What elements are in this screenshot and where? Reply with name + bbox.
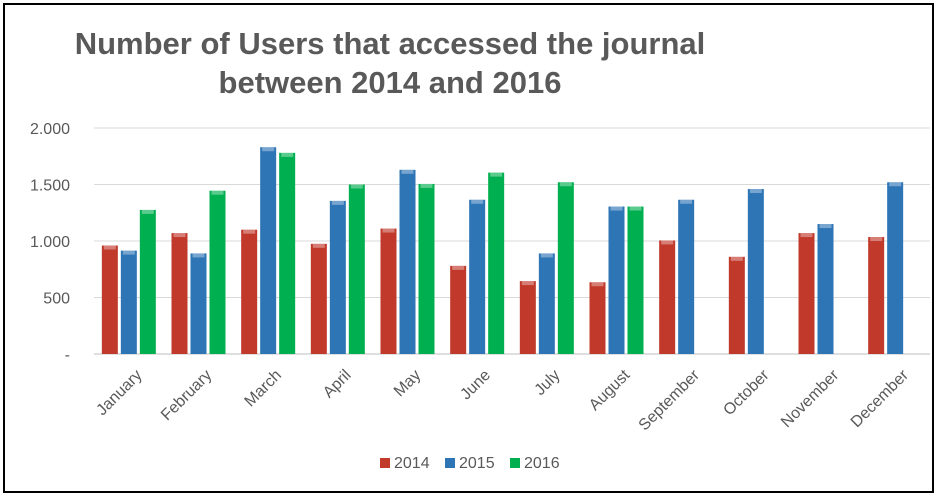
bar-highlight bbox=[350, 184, 363, 189]
bar-2015-july bbox=[538, 253, 555, 354]
chart-title-line1: Number of Users that accessed the journa… bbox=[74, 26, 706, 61]
bar-highlight bbox=[610, 206, 623, 211]
bar-2015-november bbox=[817, 224, 834, 354]
bar-2014-september bbox=[659, 240, 676, 354]
bar-highlight bbox=[540, 253, 553, 258]
chart-title: Number of Users that accessed the journa… bbox=[0, 24, 780, 102]
y-tick-label: 2.000 bbox=[30, 121, 70, 138]
bar-2014-february bbox=[171, 233, 188, 354]
bar-2015-october bbox=[747, 189, 764, 354]
bar-2016-may bbox=[418, 183, 435, 354]
legend-label-2015: 2015 bbox=[459, 455, 495, 472]
y-tick-label: 500 bbox=[43, 291, 70, 308]
bar-highlight bbox=[243, 229, 256, 234]
bar-2016-june bbox=[488, 172, 505, 354]
legend-label-2016: 2016 bbox=[524, 455, 560, 472]
bar-2014-march bbox=[241, 229, 258, 354]
bar-highlight bbox=[591, 282, 604, 287]
bar-highlight bbox=[521, 281, 534, 286]
bar-2014-august bbox=[589, 282, 606, 354]
bar-highlight bbox=[870, 237, 883, 242]
bar-highlight bbox=[559, 182, 572, 187]
bar-highlight bbox=[680, 199, 693, 204]
x-tick-label: January bbox=[93, 367, 145, 419]
x-tick-label: July bbox=[532, 367, 564, 399]
bar-highlight bbox=[401, 169, 414, 174]
bar-highlight bbox=[382, 228, 395, 233]
bar-highlight bbox=[889, 182, 902, 187]
bar-2015-may bbox=[399, 169, 416, 354]
bar-highlight bbox=[103, 245, 116, 250]
bar-highlight bbox=[211, 190, 224, 195]
bar-highlight bbox=[141, 209, 154, 214]
x-tick-label: February bbox=[158, 367, 215, 424]
x-tick-label: November bbox=[778, 366, 843, 431]
chart-frame bbox=[3, 3, 934, 493]
bar-highlight bbox=[122, 250, 135, 255]
bar-2015-february bbox=[190, 253, 207, 354]
bar-highlight bbox=[312, 243, 325, 248]
bar-highlight bbox=[331, 200, 344, 205]
bar-2014-june bbox=[450, 265, 467, 354]
bar-2016-february bbox=[209, 190, 226, 354]
legend-label-2014: 2014 bbox=[394, 455, 430, 472]
bar-2014-november bbox=[798, 233, 815, 354]
bar-2016-april bbox=[348, 184, 365, 354]
bar-2015-march bbox=[260, 147, 277, 354]
x-tick-label: August bbox=[586, 366, 634, 414]
y-tick-label: 1.500 bbox=[30, 178, 70, 195]
bar-highlight bbox=[749, 189, 762, 194]
bar-2014-december bbox=[868, 237, 885, 354]
x-tick-label: May bbox=[391, 367, 424, 400]
bar-highlight bbox=[661, 240, 674, 245]
x-tick-label: October bbox=[720, 366, 773, 419]
bar-highlight bbox=[471, 199, 484, 204]
x-tick-label: June bbox=[457, 367, 494, 404]
bar-highlight bbox=[262, 147, 275, 152]
bar-highlight bbox=[420, 183, 433, 188]
x-tick-label: September bbox=[636, 366, 704, 434]
bar-2015-june bbox=[469, 199, 486, 354]
bar-2014-july bbox=[519, 281, 536, 354]
y-tick-label: 1.000 bbox=[30, 234, 70, 251]
legend-swatch-2014 bbox=[380, 458, 390, 468]
bar-2015-september bbox=[678, 199, 695, 354]
bar-2016-march bbox=[279, 152, 296, 354]
bar-2014-october bbox=[728, 256, 745, 354]
bar-highlight bbox=[730, 256, 743, 261]
bar-2015-december bbox=[887, 182, 904, 354]
bar-2015-august bbox=[608, 206, 625, 354]
bar-2016-july bbox=[557, 182, 574, 354]
bar-2016-august bbox=[627, 206, 644, 354]
chart-title-line2: between 2014 and 2016 bbox=[218, 65, 562, 100]
bar-2014-january bbox=[101, 245, 118, 354]
bar-2016-january bbox=[139, 209, 156, 354]
x-tick-label: April bbox=[320, 367, 355, 402]
x-tick-label: March bbox=[242, 367, 285, 410]
bar-highlight bbox=[800, 233, 813, 238]
bar-highlight bbox=[629, 206, 642, 211]
bar-2015-january bbox=[120, 250, 137, 354]
bar-highlight bbox=[173, 233, 186, 238]
legend-swatch-2015 bbox=[445, 458, 455, 468]
bar-2014-may bbox=[380, 228, 397, 354]
bar-highlight bbox=[281, 152, 294, 157]
legend-swatch-2016 bbox=[510, 458, 520, 468]
bar-highlight bbox=[192, 253, 205, 258]
y-tick-label: - bbox=[65, 347, 70, 364]
bar-highlight bbox=[452, 265, 465, 270]
x-tick-label: December bbox=[848, 366, 913, 431]
bar-highlight bbox=[490, 172, 503, 177]
bar-2014-april bbox=[310, 243, 327, 354]
bar-highlight bbox=[819, 224, 832, 229]
bar-2015-april bbox=[329, 200, 346, 354]
